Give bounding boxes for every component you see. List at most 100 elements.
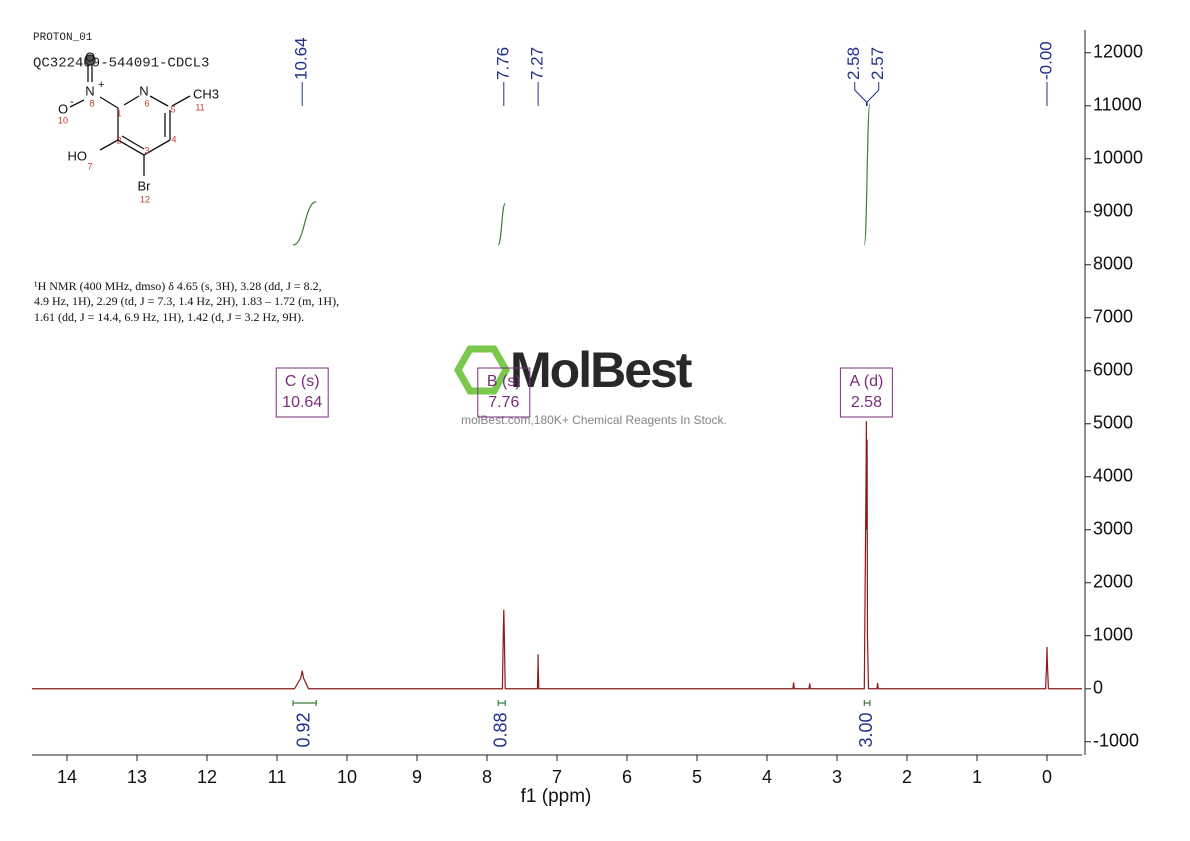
atom: CH3: [193, 86, 219, 101]
peak-label: 2.57: [868, 47, 887, 80]
x-tick-label: 4: [762, 767, 772, 787]
x-tick-label: 10: [337, 767, 357, 787]
y-tick-label: 2000: [1093, 572, 1133, 592]
atom-number: 4: [171, 134, 176, 144]
x-tick-label: 7: [552, 767, 562, 787]
peak-label: 7.27: [528, 47, 547, 80]
multiplet-shift: 10.64: [282, 394, 322, 411]
bond: [149, 95, 169, 107]
experiment-name: PROTON_01: [33, 32, 93, 44]
multiplet-label: B (s): [487, 373, 521, 390]
peak-label: 7.76: [493, 47, 512, 80]
atom-dot: [84, 54, 96, 66]
bond: [143, 139, 171, 156]
x-tick-label: 2: [902, 767, 912, 787]
y-tick-label: 7000: [1093, 307, 1133, 327]
peak-label: 2.58: [844, 47, 863, 80]
atom: N: [139, 83, 148, 98]
y-tick-label: 4000: [1093, 466, 1133, 486]
bond: [99, 96, 119, 109]
bond: [121, 135, 145, 150]
atom-labels: N N O O HO Br CH3 + -: [58, 49, 219, 193]
multiplet-label: C (s): [285, 373, 320, 390]
charge: +: [98, 79, 104, 91]
charge: -: [70, 96, 74, 108]
y-tick-label: 6000: [1093, 360, 1133, 380]
integral-label: 0.88: [490, 712, 510, 747]
multiplet-box: [839, 367, 893, 418]
atom-number: 3: [144, 145, 149, 155]
y-tick-label: 9000: [1093, 201, 1133, 221]
integral-bracket: [863, 700, 871, 706]
bond: [69, 99, 85, 108]
bond: [171, 95, 191, 107]
description: ¹H NMR (400 MHz, dmso) δ 4.65 (s, 3H), 3…: [34, 279, 339, 324]
atom-number: 12: [140, 194, 150, 204]
integral-bracket: [292, 700, 317, 706]
y-tick-label: -1000: [1093, 731, 1139, 751]
atom-number: 2: [116, 135, 121, 145]
bond: [99, 139, 119, 151]
atom: O: [85, 49, 95, 64]
atom-number: 11: [195, 102, 204, 112]
multiplet-box: [275, 367, 329, 418]
atom-number: 10: [58, 115, 68, 125]
atom-number: 5: [170, 104, 175, 114]
description-line: 4.9 Hz, 1H), 2.29 (td, J = 7.3, 1.4 Hz, …: [34, 294, 339, 308]
y-tick-label: 10000: [1093, 148, 1143, 168]
y-tick-label: 1000: [1093, 625, 1133, 645]
atom: HO: [68, 148, 88, 163]
atom-numbers: 1 2 3 4 5 6 7 8 10 11 12: [58, 98, 205, 204]
x-axis-label: f1 (ppm): [521, 786, 592, 807]
watermark-logo: [453, 345, 511, 395]
description-line: ¹H NMR (400 MHz, dmso) δ 4.65 (s, 3H), 3…: [34, 279, 322, 293]
x-tick-label: 13: [127, 767, 147, 787]
x-tick-label: 8: [482, 767, 492, 787]
x-tick-label: 9: [412, 767, 422, 787]
integral-curve: [863, 103, 871, 246]
multiplet-shift: 7.76: [488, 394, 519, 411]
peak-label-connector: [866, 82, 880, 106]
atom: N: [85, 83, 94, 98]
integral-curve: [292, 201, 317, 246]
x-tick-label: 1: [972, 767, 982, 787]
integral-label: 0.92: [293, 712, 313, 747]
structure: [69, 54, 191, 176]
y-tick-label: 5000: [1093, 413, 1133, 433]
integral-curve: [497, 203, 506, 246]
spectrum-line: [32, 421, 1082, 690]
atom: Br: [138, 178, 152, 193]
peak-label-connector: [854, 82, 867, 106]
multiplet-shift: 2.58: [851, 394, 882, 411]
bond: [117, 139, 145, 156]
integral-bracket: [497, 700, 506, 706]
y-tick-label: 3000: [1093, 519, 1133, 539]
y-tick-label: 11000: [1093, 95, 1142, 115]
y-tick-label: 12000: [1093, 42, 1143, 62]
atom-number: 8: [89, 98, 94, 108]
sample-name: QC322409-544091-CDCL3: [33, 56, 209, 72]
x-tick-label: 12: [197, 767, 217, 787]
x-tick-label: 6: [622, 767, 632, 787]
x-tick-label: 11: [268, 767, 287, 787]
x-tick-label: 3: [832, 767, 842, 787]
peak-label: 10.64: [292, 37, 311, 80]
y-tick-label: 8000: [1093, 254, 1133, 274]
atom-number: 1: [116, 108, 121, 118]
x-tick-label: 0: [1042, 767, 1052, 787]
bond: [123, 95, 140, 106]
x-tick-label: 14: [57, 767, 77, 787]
multiplet-label: A (d): [850, 373, 884, 390]
atom-number: 7: [87, 161, 92, 171]
x-tick-label: 5: [692, 767, 702, 787]
y-tick-label: 0: [1093, 678, 1103, 698]
watermark-brand: MolBest: [510, 342, 693, 398]
description-line: 1.61 (dd, J = 14.4, 6.9 Hz, 1H), 1.42 (d…: [34, 310, 304, 324]
peak-label: -0.00: [1036, 41, 1055, 80]
atom-number: 6: [144, 98, 149, 108]
multiplet-box: [477, 367, 531, 418]
watermark-tagline: molBest.com,180K+ Chemical Reagents In S…: [461, 413, 727, 427]
integral-label: 3.00: [856, 712, 876, 747]
atom: O: [58, 101, 68, 116]
